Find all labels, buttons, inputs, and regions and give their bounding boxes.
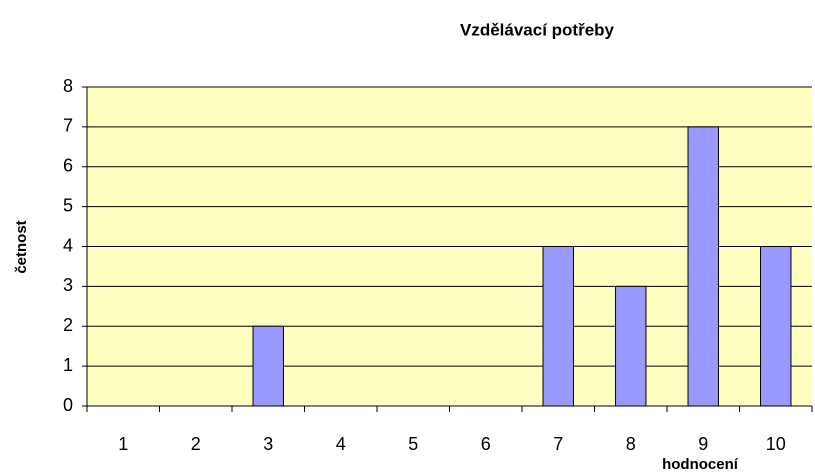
y-tick-label: 8	[63, 76, 73, 96]
y-tick-label: 2	[63, 315, 73, 335]
y-tick-label: 4	[63, 235, 73, 255]
x-tick-label: 5	[408, 434, 418, 454]
bar	[542, 246, 574, 407]
y-tick-label: 0	[63, 395, 73, 415]
x-tick-label: 2	[191, 434, 201, 454]
x-tick-label: 6	[481, 434, 491, 454]
x-tick-label: 7	[553, 434, 563, 454]
y-tick-label: 7	[63, 116, 73, 136]
y-tick-label: 5	[63, 195, 73, 215]
x-tick-label: 1	[118, 434, 128, 454]
x-axis-title: hodnocení	[662, 456, 739, 473]
x-tick-label: 3	[263, 434, 273, 454]
x-tick-label: 8	[626, 434, 636, 454]
bar	[615, 285, 647, 407]
x-tick-label: 4	[336, 434, 346, 454]
y-axis-title: četnost	[13, 220, 30, 273]
chart-title: Vzdělávací potřeby	[460, 20, 615, 39]
bar	[252, 325, 284, 407]
y-tick-label: 3	[63, 275, 73, 295]
y-tick-label: 6	[63, 156, 73, 176]
bar	[760, 246, 792, 407]
bar	[687, 126, 719, 407]
x-tick-label: 10	[766, 434, 786, 454]
x-tick-label: 9	[698, 434, 708, 454]
y-tick-label: 1	[63, 355, 73, 375]
